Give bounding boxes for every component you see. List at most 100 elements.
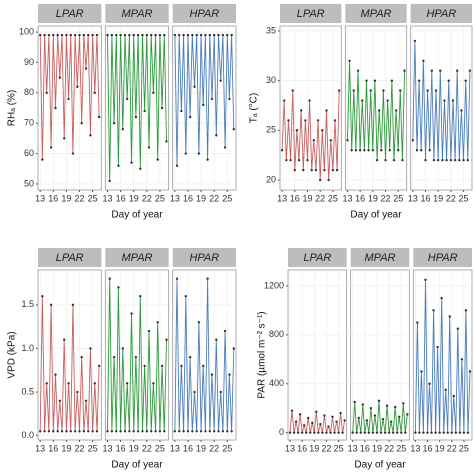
y-tick-label: 400 <box>269 378 284 388</box>
data-point <box>145 33 149 37</box>
data-point <box>132 33 135 37</box>
data-point <box>89 134 92 137</box>
data-point <box>353 400 356 404</box>
data-point <box>204 33 207 37</box>
x-tick-label: 22 <box>384 443 394 453</box>
series-line <box>174 278 235 432</box>
x-tick-label: 22 <box>209 193 219 203</box>
data-point <box>448 315 451 318</box>
data-point <box>206 277 209 280</box>
data-point <box>221 33 225 37</box>
series-line <box>289 410 346 433</box>
data-point <box>424 278 427 281</box>
data-point <box>468 69 472 72</box>
x-tick-label: 22 <box>381 193 391 203</box>
data-point <box>453 158 457 162</box>
data-point <box>158 33 162 37</box>
data-point <box>288 431 292 434</box>
data-point <box>202 364 205 368</box>
x-tick-label: 16 <box>360 443 370 453</box>
y-tick-label: 20 <box>266 174 276 184</box>
x-tick-label: 22 <box>142 193 152 203</box>
data-point <box>78 33 81 37</box>
x-tick-label: 19 <box>368 193 378 203</box>
data-point <box>43 33 46 37</box>
data-point <box>411 139 414 142</box>
x-tick-label: 19 <box>309 443 319 453</box>
data-point <box>403 69 406 72</box>
data-point <box>106 33 109 37</box>
data-point <box>339 411 342 415</box>
data-point <box>149 33 153 37</box>
data-point <box>292 431 296 434</box>
data-point <box>382 89 385 92</box>
y-axis-title: VPD (kPa) <box>7 331 18 378</box>
data-point <box>377 399 381 403</box>
data-point <box>208 33 211 37</box>
x-tick-label: 13 <box>35 193 45 203</box>
data-point <box>452 394 455 398</box>
facet-strip <box>105 4 169 23</box>
data-point <box>351 431 354 434</box>
data-point <box>69 430 72 433</box>
x-tick-label: 22 <box>74 443 84 453</box>
data-point <box>49 146 53 149</box>
data-point <box>212 33 216 37</box>
data-point <box>313 431 316 434</box>
y-tick-label: 70 <box>24 118 34 128</box>
data-point <box>212 430 216 433</box>
facet-label: MPAR <box>122 252 153 264</box>
data-point <box>230 430 233 433</box>
data-point <box>128 430 131 433</box>
x-axis-title: Day of year <box>111 460 163 471</box>
series-line <box>39 35 100 160</box>
data-point <box>226 33 229 37</box>
data-point <box>58 399 62 402</box>
data-point <box>112 121 116 125</box>
data-point <box>323 168 326 172</box>
data-point <box>173 33 177 37</box>
x-tick-label: 16 <box>355 193 365 203</box>
data-point <box>294 420 298 423</box>
data-point <box>399 89 402 92</box>
data-point <box>119 33 122 37</box>
x-tick-label: 25 <box>393 193 403 203</box>
data-point <box>310 168 313 172</box>
data-point <box>416 321 419 324</box>
data-point <box>402 402 405 405</box>
y-axis-title: RHₐ (%) <box>7 90 18 127</box>
data-point <box>182 33 185 37</box>
data-point <box>191 430 194 433</box>
data-point <box>371 431 375 434</box>
data-point <box>415 149 419 152</box>
data-point <box>154 33 157 37</box>
y-tick-label: 1.0 <box>21 343 34 353</box>
x-tick-label: 19 <box>196 443 206 453</box>
data-point <box>321 129 324 132</box>
facet-label: HPAR <box>428 252 458 264</box>
panel <box>172 25 237 191</box>
data-point <box>406 413 409 416</box>
data-point <box>199 430 203 433</box>
data-point <box>76 85 79 88</box>
x-tick-label: 19 <box>302 193 312 203</box>
x-tick-label: 13 <box>348 443 358 453</box>
data-point <box>436 158 440 162</box>
data-point <box>41 294 44 298</box>
data-point <box>337 431 340 434</box>
x-tick-label: 19 <box>433 193 443 203</box>
facet-strip <box>280 4 342 23</box>
data-point <box>383 431 387 434</box>
data-point <box>47 430 51 433</box>
data-point <box>108 179 111 183</box>
data-point <box>333 119 337 122</box>
data-point <box>361 403 365 406</box>
data-point <box>149 430 153 433</box>
data-point <box>391 431 395 434</box>
data-point <box>132 430 135 433</box>
facet-strip <box>172 248 236 267</box>
x-tick-label: 19 <box>61 443 71 453</box>
data-point <box>156 321 159 324</box>
data-point <box>188 355 192 359</box>
facet-label: HPAR <box>189 8 219 20</box>
